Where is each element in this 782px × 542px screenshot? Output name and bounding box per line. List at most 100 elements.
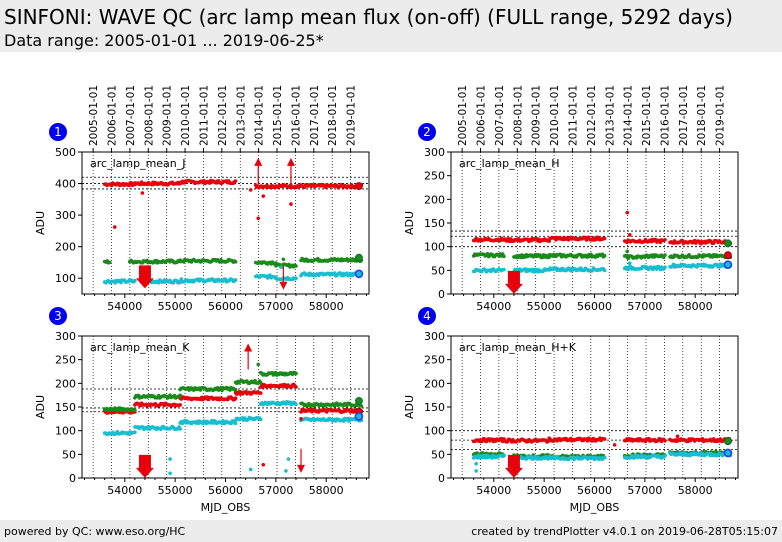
panel-4-outlier-point <box>612 443 617 447</box>
panel-3-outlier-point <box>286 457 291 461</box>
panel-4-outlier-point <box>675 434 680 439</box>
panel-3-x-axis-label: MJD_OBS <box>201 501 251 514</box>
panel-1-date-tick-label: 2013-01-01 <box>235 85 247 146</box>
panel-2-outlier-point <box>625 249 630 254</box>
panel-3-point-cyan <box>133 430 137 435</box>
panel-2-date-tick-label: 2017-01-01 <box>678 85 690 146</box>
panel-2-arrow-down-cluster <box>507 270 520 285</box>
panel-2-date-tick-label: 2019-01-01 <box>715 85 727 146</box>
panel-1-date-tick-label: 2010-01-01 <box>180 85 192 146</box>
panel-2-last-point-red <box>724 251 732 260</box>
panel-1-outlier-point <box>256 216 261 221</box>
panel-2-x-tick-label: 56000 <box>577 300 612 313</box>
panel-2-point-cyan <box>602 268 607 273</box>
panel-1-date-tick-label: 2009-01-01 <box>162 85 174 146</box>
panel-3-outlier-point <box>168 457 172 461</box>
panel-1-arrow-up-head <box>254 157 263 166</box>
panel-1-y-tick-label: 100 <box>55 272 76 285</box>
page-subtitle: Data range: 2005-01-01 ... 2019-06-25* <box>4 31 324 50</box>
panel-4-x-tick-label: 57000 <box>627 484 662 497</box>
panel-3-point-red <box>233 396 238 401</box>
panel-2-date-tick-label: 2014-01-01 <box>623 85 635 146</box>
panel-1-date-tick-label: 2019-01-01 <box>346 85 358 146</box>
panel-1-date-tick-label: 2011-01-01 <box>198 85 210 146</box>
panel-2-outlier-point <box>625 210 630 215</box>
panel-2-y-tick-label: 300 <box>424 146 445 159</box>
panel-1-point-cyan <box>179 277 184 281</box>
panel-3-outlier-point <box>248 467 253 472</box>
panel-3-parameter-label: arc_lamp_mean_K <box>90 341 190 354</box>
panel-1-outlier-point <box>281 257 286 262</box>
panel-2-point-red <box>663 238 667 242</box>
panel-2-last-point-green <box>724 239 732 248</box>
panel-3-arrow-down-head <box>135 467 154 478</box>
panel-1-x-tick-label: 57000 <box>258 300 293 313</box>
panel-3-point-green <box>233 387 238 392</box>
panel-1-point-cyan <box>294 276 298 281</box>
panel-3-outlier-point <box>261 462 266 467</box>
panel-2-badge <box>418 123 436 141</box>
panel-1-outlier-point <box>279 265 283 269</box>
panel-1-plot-area <box>82 152 369 294</box>
panel-3-y-tick-label: 150 <box>55 401 76 414</box>
panel-4-x-tick-label: 55000 <box>527 484 562 497</box>
panel-1-date-tick-label: 2005-01-01 <box>88 85 100 146</box>
panel-1-point-green <box>233 260 238 264</box>
panel-2-outlier-point <box>627 233 632 237</box>
panel-4-arrow-down-cluster <box>507 454 520 469</box>
panel-3-x-tick-label: 54000 <box>107 484 142 497</box>
panel-2-plot-area <box>451 152 738 294</box>
panel-3-point-cyan <box>233 421 238 426</box>
panel-3-y-tick-label: 300 <box>55 330 76 343</box>
panel-1-outlier-point <box>112 225 117 229</box>
panel-4-y-tick-label: 250 <box>424 354 445 367</box>
panel-2-y-tick-label: 250 <box>424 170 445 183</box>
panel-1-arrow-up-head <box>286 157 295 166</box>
panel-4-x-tick-label: 54000 <box>476 484 511 497</box>
panel-4-y-tick-label: 0 <box>438 472 445 485</box>
panel-2-x-tick-label: 57000 <box>627 300 662 313</box>
panel-2-outlier-point <box>627 261 632 266</box>
panel-3-point-red <box>258 391 263 395</box>
panel-3-point-cyan <box>294 402 298 407</box>
panel-3-point-red <box>294 385 298 389</box>
panel-4-x-tick-label: 56000 <box>577 484 612 497</box>
panel-3-point-green <box>294 371 298 376</box>
panel-2-date-tick-label: 2007-01-01 <box>494 85 506 146</box>
panel-2-y-tick-label: 100 <box>424 241 445 254</box>
panel-4-y-tick-label: 150 <box>424 401 445 414</box>
panel-2-date-tick-label: 2018-01-01 <box>696 85 708 146</box>
panel-3-plot-area <box>82 336 369 478</box>
panel-2-date-tick-label: 2006-01-01 <box>476 85 488 146</box>
panel-1-arrow-down-head <box>279 281 288 290</box>
panel-3-point-green <box>258 380 263 385</box>
header-bar <box>0 0 782 52</box>
panel-3-point-green <box>359 404 364 408</box>
panel-3-arrow-down-head <box>297 464 306 473</box>
panel-3-point-cyan <box>258 417 263 422</box>
panel-1-point-cyan <box>233 278 238 282</box>
panel-3-point-green <box>133 408 137 413</box>
panel-1-point-red <box>233 179 238 183</box>
panel-4-outlier-point <box>474 469 478 473</box>
panel-1-x-tick-label: 56000 <box>208 300 243 313</box>
panel-3-point-red <box>178 403 182 407</box>
panel-3-last-point-cyan <box>354 412 364 421</box>
panel-3-y-tick-label: 0 <box>69 472 76 485</box>
panel-3-badge <box>49 307 67 325</box>
panel-1-date-tick-label: 2014-01-01 <box>254 85 266 146</box>
panel-2-y-tick-label: 50 <box>431 264 445 277</box>
panel-1-date-tick-label: 2007-01-01 <box>125 85 137 146</box>
panel-1-date-tick-label: 2016-01-01 <box>290 85 302 146</box>
panel-1-outlier-point <box>140 191 145 195</box>
panel-2-point-cyan <box>502 267 506 272</box>
panel-4-point-cyan <box>663 453 667 458</box>
panel-3-x-tick-label: 57000 <box>258 484 293 497</box>
panel-1-x-tick-label: 58000 <box>309 300 344 313</box>
panel-1-y-tick-label: 500 <box>55 146 76 159</box>
page-title: SINFONI: WAVE QC (arc lamp mean flux (on… <box>4 5 733 29</box>
panel-2-y-tick-label: 200 <box>424 193 445 206</box>
panel-1-outlier-point <box>261 194 266 198</box>
panel-2-y-axis-label: ADU <box>403 211 416 235</box>
panel-4-point-cyan <box>602 455 607 460</box>
